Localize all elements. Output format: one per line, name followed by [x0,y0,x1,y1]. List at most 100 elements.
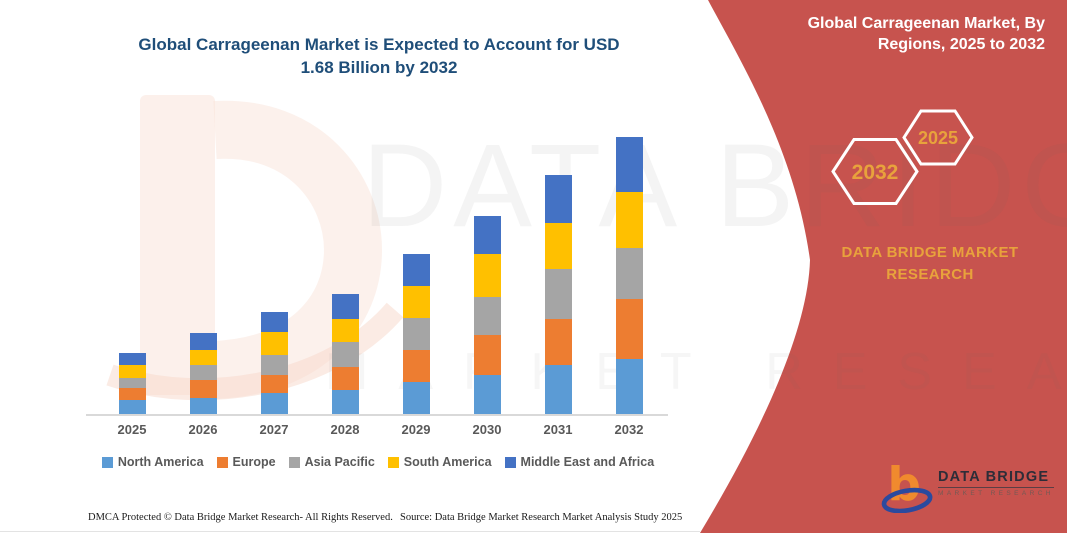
bar-segment [402,286,430,318]
bar-2025 [118,353,146,415]
plot-area [118,137,643,415]
bar-segment [402,382,430,415]
red-panel-shape [700,0,1067,533]
bar-segment [331,390,359,415]
legend-swatch [504,456,516,468]
bar-segment [260,355,288,375]
x-axis-label: 2025 [117,422,147,437]
bar-segment [260,393,288,415]
bar-segment [544,365,572,415]
bar-segment [473,254,501,297]
bar-segment [615,359,643,415]
bar-segment [331,319,359,342]
chart-title-line1: Global Carrageenan Market is Expected to… [138,35,620,54]
hexagon-2032 [831,138,919,205]
chart-title: Global Carrageenan Market is Expected to… [88,33,670,79]
bar-segment [189,350,217,365]
legend-item: Asia Pacific [288,455,375,469]
bar-segment [473,297,501,335]
logo-swoosh [881,487,933,513]
legend-item: Middle East and Africa [504,455,655,469]
hexagon-year-2032: 2032 [852,161,899,184]
bottom-divider [0,531,700,532]
legend-label: North America [117,455,204,469]
bar-segment [118,378,146,388]
logo-name: DATA BRIDGE [938,469,1054,488]
bar-2028 [331,294,359,415]
bar-segment [118,353,146,365]
x-axis-label: 2031 [543,422,573,437]
bar-2029 [402,254,430,415]
legend-label: Middle East and Africa [520,455,655,469]
hexagon-2025 [902,109,974,166]
x-axis-label: 2028 [330,422,360,437]
bar-segment [473,216,501,254]
panel-brand-text: DATA BRIDGE MARKET RESEARCH [790,242,1067,286]
panel-title: Global Carrageenan Market, By Regions, 2… [765,13,1045,55]
legend-swatch [101,456,113,468]
bar-segment [118,400,146,415]
bar-segment [118,388,146,400]
legend-label: Europe [232,455,276,469]
legend-swatch [387,456,399,468]
bar-segment [544,269,572,319]
legend-swatch [216,456,228,468]
data-bridge-logo: b DATA BRIDGE MARKET RESEARCH [880,459,1055,521]
panel-title-line2: Regions, 2025 to 2032 [877,36,1045,53]
legend-label: South America [403,455,492,469]
bar-segment [402,350,430,382]
bar-segment [331,342,359,367]
bar-segment [189,365,217,380]
dmca-notice: DMCA Protected © Data Bridge Market Rese… [88,512,393,523]
bar-2032 [615,137,643,415]
logo-texts: DATA BRIDGE MARKET RESEARCH [938,469,1054,497]
bar-2027 [260,312,288,415]
bar-segment [473,335,501,375]
hexagon-year-2025: 2025 [918,128,958,148]
bar-segment [615,192,643,248]
bar-segment [402,318,430,350]
bar-2031 [544,175,572,415]
x-axis-label: 2030 [472,422,502,437]
legend-item: North America [101,455,204,469]
forecast-hexagons: 2032 2025 [831,109,974,205]
legend: North America Europe Asia Pacific South Ame… [78,455,678,469]
x-axis-label: 2032 [614,422,644,437]
bar-2030 [473,216,501,415]
bar-segment [331,294,359,319]
legend-item: Europe [216,455,276,469]
source-note: Source: Data Bridge Market Research Mark… [400,512,683,523]
bar-segment [615,137,643,192]
panel-brand-line2: RESEARCH [886,266,974,283]
logo-subtitle: MARKET RESEARCH [938,490,1054,497]
bar-segment [189,380,217,398]
bar-segment [544,175,572,223]
logo-b-glyph: b [887,461,920,513]
bar-2026 [189,333,217,415]
x-axis-label: 2026 [188,422,218,437]
x-axis-label: 2027 [259,422,289,437]
bar-segment [402,254,430,286]
panel-brand-line1: DATA BRIDGE MARKET [841,244,1019,261]
x-axis-label: 2029 [401,422,431,437]
bar-segment [544,223,572,269]
bar-segment [615,248,643,299]
bar-segment [544,319,572,365]
bar-segment [260,332,288,355]
data-bridge-logo-icon: b [881,461,933,513]
bar-segment [118,365,146,378]
bar-segment [331,367,359,390]
bar-segment [473,375,501,415]
legend-item: South America [387,455,492,469]
x-axis-line [86,414,668,416]
panel-title-line1: Global Carrageenan Market, By [807,15,1045,32]
chart-title-line2: 1.68 Billion by 2032 [300,58,458,77]
bar-segment [260,375,288,393]
bar-segment [189,333,217,350]
legend-label: Asia Pacific [304,455,375,469]
bar-segment [260,312,288,332]
bar-segment [189,398,217,415]
bar-segment [615,299,643,359]
